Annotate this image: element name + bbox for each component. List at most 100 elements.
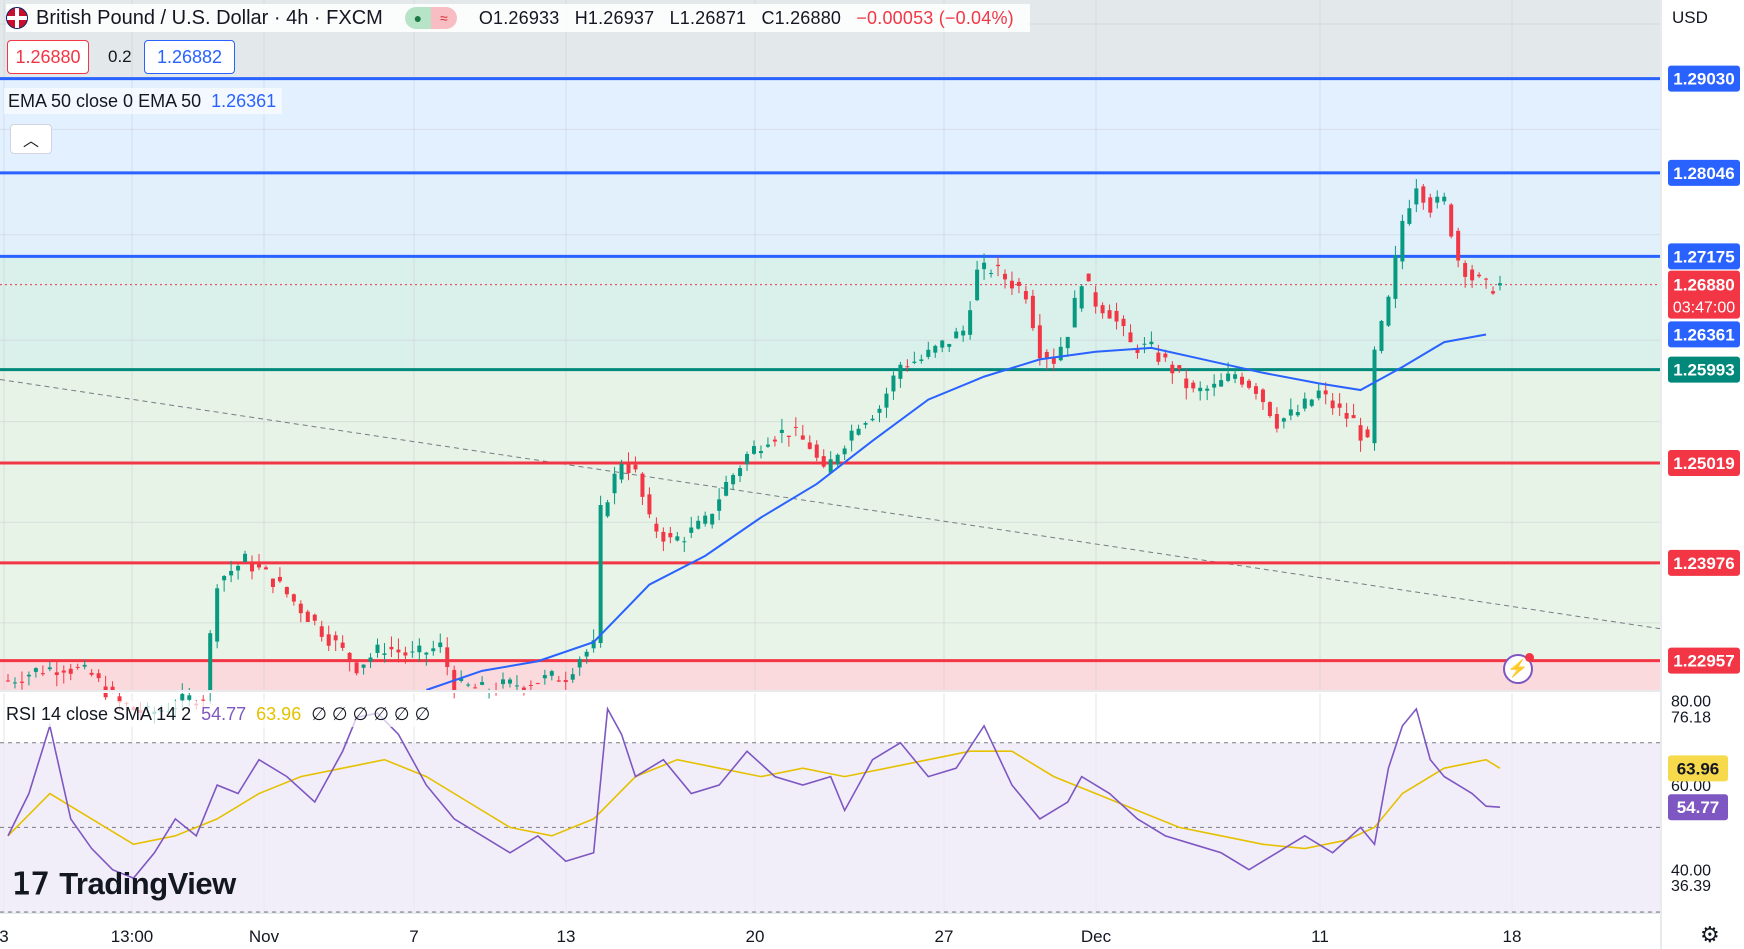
candle-body — [1302, 398, 1307, 409]
candle-body — [1240, 376, 1245, 385]
symbol-legend[interactable]: British Pound / U.S. Dollar · 4h · FXCM … — [6, 4, 1030, 32]
candle-body — [528, 684, 533, 686]
candle-body — [640, 473, 645, 497]
candle-body — [898, 364, 903, 379]
price-axis-label-bg — [1668, 65, 1740, 92]
ohlc-values: O1.26933 H1.26937 L1.26871 C1.26880 −0.0… — [479, 8, 1024, 29]
candle-body — [1219, 380, 1224, 387]
candle-body — [201, 699, 206, 701]
candle-body — [1184, 378, 1189, 389]
rsi-sma-line — [7, 750, 1501, 850]
candle-body — [668, 532, 673, 538]
candle-body — [626, 462, 631, 474]
currency-selector[interactable]: USD — [1672, 8, 1708, 27]
candle-body — [1212, 383, 1217, 388]
trend-line — [0, 379, 1661, 630]
candle-body — [438, 642, 443, 648]
candle-body — [940, 340, 945, 348]
candle-body — [1379, 321, 1384, 351]
candle-body — [1051, 356, 1056, 364]
x-tick-label: 18 — [1503, 927, 1522, 946]
candle-body — [1149, 341, 1154, 345]
candle-body — [619, 463, 624, 480]
candle-body — [229, 570, 234, 576]
candle-body — [333, 635, 338, 641]
sell-button[interactable]: 1.26880 — [7, 40, 89, 74]
wave-icon: ≈ — [430, 7, 457, 29]
candle-body — [410, 651, 415, 653]
candle-body — [424, 652, 429, 655]
ema-legend[interactable]: EMA 50 close 0 EMA 50 1.26361 — [4, 88, 283, 114]
candle-body — [1058, 346, 1063, 361]
candle-body — [368, 657, 373, 662]
candle-body — [187, 695, 192, 700]
candle-body — [793, 426, 798, 428]
candle-body — [1316, 390, 1321, 399]
candles-group — [6, 179, 1502, 724]
change-value: −0.00053 (−0.04%) — [856, 7, 1014, 28]
market-status-pill[interactable]: ● ≈ — [404, 7, 457, 29]
candle-body — [968, 310, 973, 335]
candle-body — [1323, 390, 1328, 395]
symbol-title: British Pound / U.S. Dollar · 4h · FXCM — [36, 6, 383, 29]
rsi-legend[interactable]: RSI 14 close SMA 14 2 54.77 63.96 ∅ ∅ ∅ … — [6, 701, 431, 727]
candle-body — [884, 393, 889, 408]
candle-body — [849, 430, 854, 441]
last-price-label: 1.26880 — [1673, 276, 1734, 295]
candle-body — [1456, 230, 1461, 261]
candle-body — [61, 670, 66, 673]
candle-body — [1358, 425, 1363, 441]
candle-body — [417, 645, 422, 653]
candle-body — [598, 505, 603, 644]
x-tick-label: 27 — [935, 927, 954, 946]
candle-body — [1281, 418, 1286, 422]
price-zone-7 — [0, 660, 1660, 690]
candle-body — [1198, 387, 1203, 392]
candle-body — [208, 633, 213, 693]
buy-button[interactable]: 1.26882 — [144, 40, 235, 74]
candle-body — [305, 611, 310, 622]
candle-body — [933, 345, 938, 353]
candle-body — [661, 531, 666, 542]
candle-body — [47, 667, 52, 670]
candle-body — [521, 687, 526, 690]
candle-body — [1288, 409, 1293, 416]
candle-body — [1072, 297, 1077, 328]
settings-gear-icon[interactable]: ⚙ — [1700, 922, 1720, 947]
collapse-legend-button[interactable]: ︿ — [10, 124, 52, 154]
candle-body — [270, 578, 275, 588]
price-zone-4 — [0, 369, 1660, 463]
candle-body — [1253, 386, 1258, 394]
notification-dot — [1525, 653, 1534, 662]
price-axis-label-bg — [1668, 159, 1740, 186]
candle-body — [1463, 263, 1468, 277]
candle-body — [33, 668, 38, 672]
alert-lightning-icon[interactable]: ⚡ — [1503, 653, 1534, 684]
candle-body — [779, 429, 784, 433]
spread-value: 0.2 — [108, 47, 132, 66]
candle-body — [717, 499, 722, 511]
candle-body — [1435, 196, 1440, 203]
candle-body — [473, 687, 478, 689]
candle-body — [765, 444, 770, 447]
candle-body — [222, 576, 227, 581]
candle-body — [1386, 296, 1391, 326]
candle-body — [1037, 325, 1042, 359]
candle-body — [68, 668, 73, 674]
x-tick-label: 13:00 — [111, 927, 154, 946]
candle-body — [1065, 336, 1070, 349]
candle-body — [82, 664, 87, 667]
candle-body — [256, 564, 261, 568]
candle-body — [1079, 286, 1084, 309]
price-axis-label: 1.25993 — [1673, 361, 1734, 380]
candle-body — [514, 685, 519, 687]
rsi-axis-label: 40.00 — [1671, 863, 1711, 880]
candle-body — [291, 594, 296, 602]
candle-body — [1470, 269, 1475, 281]
ema-axis-label-bg — [1668, 321, 1740, 348]
price-axis-label: 1.23976 — [1673, 554, 1734, 573]
candle-body — [312, 614, 317, 621]
candle-body — [501, 679, 506, 685]
candle-body — [752, 446, 756, 454]
